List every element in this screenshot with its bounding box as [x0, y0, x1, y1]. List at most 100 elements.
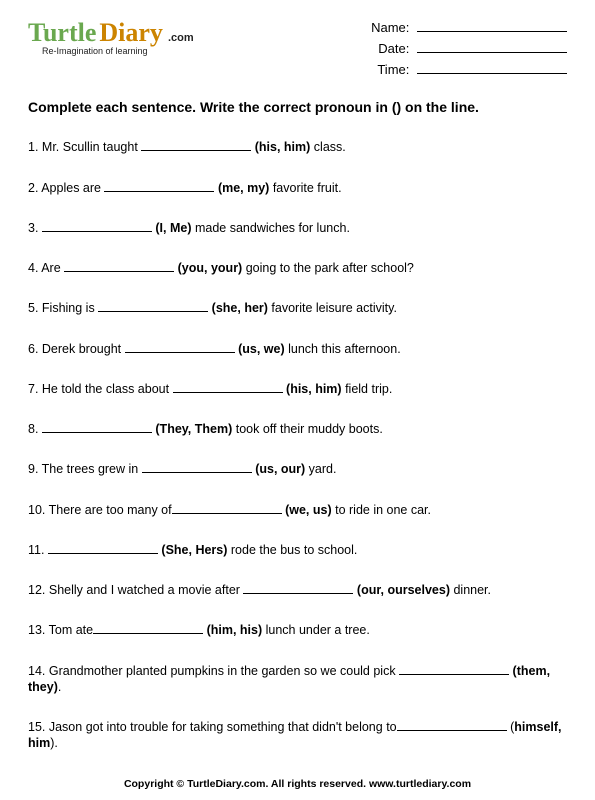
pronoun-choices: (us, we) [238, 342, 285, 356]
question-row: 13. Tom ate (him, his) lunch under a tre… [28, 622, 567, 638]
question-text-post: took off their muddy boots. [232, 422, 383, 436]
pronoun-choices: (us, our) [255, 462, 305, 476]
pronoun-choices: (she, her) [212, 301, 268, 315]
question-text-pre: There are too many of [49, 503, 172, 517]
question-number: 14. [28, 664, 49, 678]
logo-word-turtle: Turtle [28, 18, 96, 48]
question-row: 2. Apples are (me, my) favorite fruit. [28, 180, 567, 196]
question-number: 15. [28, 720, 49, 734]
question-text-post: lunch this afternoon. [285, 342, 401, 356]
pronoun-choices: (I, Me) [155, 221, 191, 235]
answer-blank[interactable] [42, 422, 152, 433]
logo-tagline: Re-Imagination of learning [42, 46, 218, 56]
answer-blank[interactable] [172, 503, 282, 514]
date-label: Date: [378, 41, 409, 56]
question-text-post: yard. [305, 462, 336, 476]
question-text-pre: Derek brought [42, 342, 125, 356]
question-text-post: favorite fruit. [269, 181, 341, 195]
header: Turtle Diary .com Re-Imagination of lear… [28, 18, 567, 80]
answer-blank[interactable] [173, 382, 283, 393]
pronoun-choices: (She, Hers) [161, 543, 227, 557]
question-number: 10. [28, 503, 49, 517]
logo-word-diary: Diary [99, 18, 163, 48]
question-text-pre: Shelly and I watched a movie after [49, 583, 244, 597]
question-number: 9. [28, 462, 42, 476]
question-row: 15. Jason got into trouble for taking so… [28, 719, 567, 752]
question-text-pre: Mr. Scullin taught [42, 140, 141, 154]
answer-blank[interactable] [399, 664, 509, 675]
answer-blank[interactable] [64, 261, 174, 272]
answer-blank[interactable] [48, 543, 158, 554]
question-text-pre: Apples are [41, 181, 104, 195]
question-row: 11. (She, Hers) rode the bus to school. [28, 542, 567, 558]
question-number: 11. [28, 543, 48, 557]
answer-blank[interactable] [142, 462, 252, 473]
time-field-row: Time: [371, 60, 567, 81]
question-text-pre: Fishing is [42, 301, 98, 315]
question-row: 9. The trees grew in (us, our) yard. [28, 461, 567, 477]
question-number: 3. [28, 221, 42, 235]
pronoun-choices: (him, his) [207, 623, 263, 637]
question-number: 1. [28, 140, 42, 154]
answer-blank[interactable] [42, 221, 152, 232]
answer-blank[interactable] [397, 720, 507, 731]
name-field-row: Name: [371, 18, 567, 39]
answer-blank[interactable] [141, 140, 251, 151]
question-text-post: class. [310, 140, 345, 154]
date-field-row: Date: [371, 39, 567, 60]
question-text-post: field trip. [342, 382, 393, 396]
question-text-post: dinner. [450, 583, 491, 597]
question-number: 2. [28, 181, 41, 195]
pronoun-choices: (his, him) [255, 140, 311, 154]
question-text-pre: Grandmother planted pumpkins in the gard… [49, 664, 399, 678]
student-fields: Name: Date: Time: [371, 18, 567, 80]
question-number: 13. [28, 623, 49, 637]
question-row: 5. Fishing is (she, her) favorite leisur… [28, 300, 567, 316]
question-text-post: rode the bus to school. [227, 543, 357, 557]
question-number: 7. [28, 382, 42, 396]
question-row: 1. Mr. Scullin taught (his, him) class. [28, 139, 567, 155]
question-text-post: favorite leisure activity. [268, 301, 397, 315]
question-text-post: to ride in one car. [332, 503, 431, 517]
footer-copyright: Copyright © TurtleDiary.com. All rights … [0, 778, 595, 790]
name-input-line[interactable] [417, 20, 567, 32]
logo-wordmark: Turtle Diary .com [28, 18, 218, 48]
answer-blank[interactable] [125, 342, 235, 353]
question-text-pre: He told the class about [42, 382, 173, 396]
instructions: Complete each sentence. Write the correc… [28, 98, 567, 117]
question-text-post: lunch under a tree. [262, 623, 370, 637]
question-row: 4. Are (you, your) going to the park aft… [28, 260, 567, 276]
question-text-post: ). [50, 736, 58, 750]
pronoun-choices: (our, ourselves) [357, 583, 450, 597]
question-row: 14. Grandmother planted pumpkins in the … [28, 663, 567, 696]
time-label: Time: [377, 62, 409, 77]
question-text-pre: Tom ate [49, 623, 93, 637]
question-text-pre: Are [41, 261, 64, 275]
question-row: 7. He told the class about (his, him) fi… [28, 381, 567, 397]
question-number: 12. [28, 583, 49, 597]
pronoun-choices: (me, my) [218, 181, 269, 195]
answer-blank[interactable] [93, 623, 203, 634]
question-text-pre: The trees grew in [42, 462, 142, 476]
question-row: 12. Shelly and I watched a movie after (… [28, 582, 567, 598]
pronoun-choices: (They, Them) [155, 422, 232, 436]
date-input-line[interactable] [417, 41, 567, 53]
question-text-post: . [58, 680, 61, 694]
time-input-line[interactable] [417, 62, 567, 74]
name-label: Name: [371, 20, 409, 35]
question-row: 10. There are too many of (we, us) to ri… [28, 502, 567, 518]
answer-blank[interactable] [243, 583, 353, 594]
question-text-post: made sandwiches for lunch. [192, 221, 350, 235]
answer-blank[interactable] [98, 301, 208, 312]
question-text-pre: Jason got into trouble for taking someth… [49, 720, 397, 734]
question-number: 5. [28, 301, 42, 315]
question-number: 8. [28, 422, 42, 436]
question-row: 6. Derek brought (us, we) lunch this aft… [28, 341, 567, 357]
answer-blank[interactable] [104, 181, 214, 192]
logo: Turtle Diary .com Re-Imagination of lear… [28, 18, 218, 80]
question-row: 3. (I, Me) made sandwiches for lunch. [28, 220, 567, 236]
question-text-post: going to the park after school? [242, 261, 414, 275]
questions-list: 1. Mr. Scullin taught (his, him) class. 2… [28, 139, 567, 751]
logo-dotcom: .com [168, 32, 194, 44]
pronoun-choices: (his, him) [286, 382, 342, 396]
